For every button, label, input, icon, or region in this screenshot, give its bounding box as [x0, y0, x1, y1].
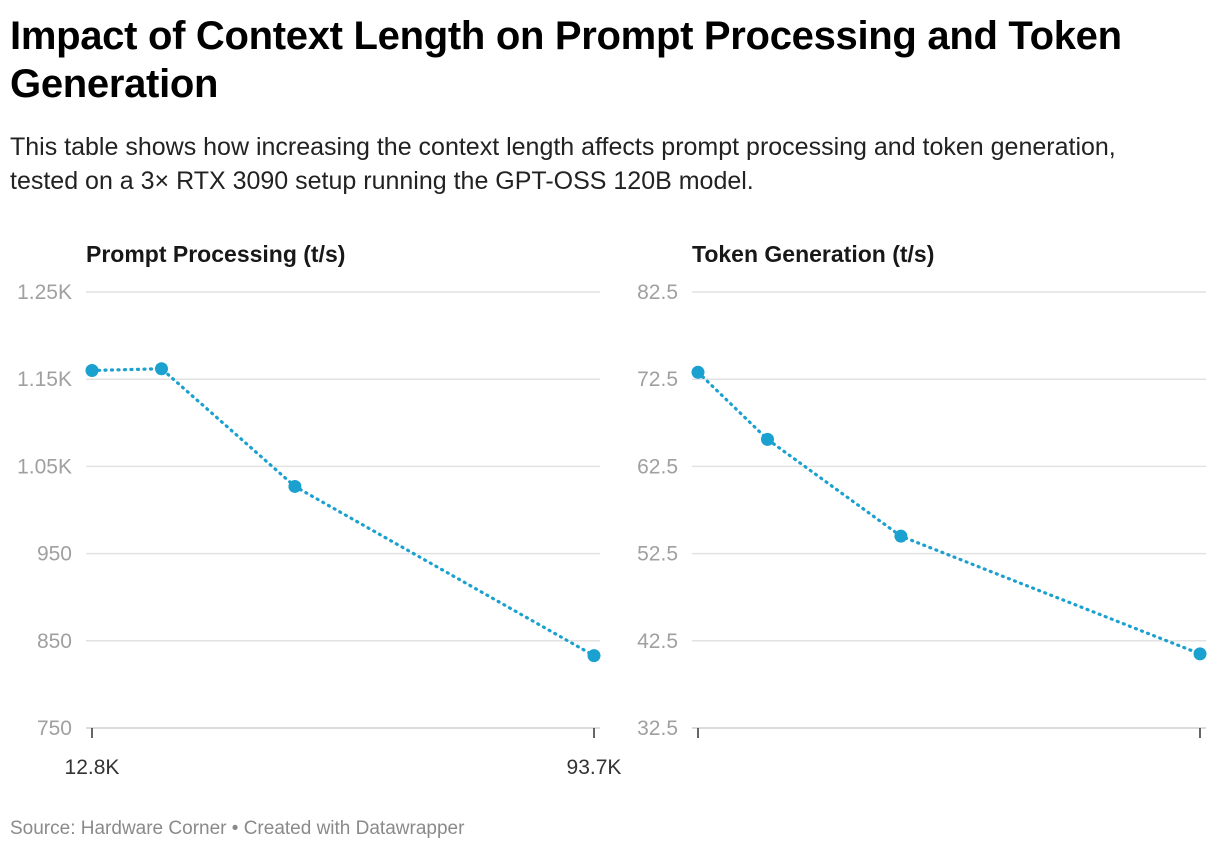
y-tick-label: 1.15K: [17, 368, 72, 391]
y-tick-label: 82.5: [637, 281, 678, 304]
y-tick-label: 950: [37, 543, 72, 566]
prompt-processing-chart: Prompt Processing (t/s) 750 850 950 1.05K 1.1…: [0, 230, 621, 795]
source-text: Source: Hardware Corner: [10, 818, 227, 839]
token-generation-svg: Token Generation (t/s) 32.5 42.5 52.5 62.5 72…: [637, 241, 1207, 740]
footer-separator: •: [226, 818, 244, 839]
y-tick-label: 750: [37, 717, 72, 740]
credit-link[interactable]: Created with Datawrapper: [243, 818, 465, 839]
data-point: [894, 529, 908, 543]
footer: Source: Hardware Corner • Created with D…: [10, 818, 464, 840]
data-point: [154, 362, 168, 376]
y-tick-label: 1.05K: [17, 455, 72, 478]
y-tick-label: 72.5: [637, 368, 678, 391]
data-point: [85, 363, 99, 377]
series-line: [696, 370, 1202, 656]
data-point: [288, 479, 302, 493]
data-point: [587, 649, 601, 663]
y-tick-label: 62.5: [637, 455, 678, 478]
x-tick-label: 93.7K: [567, 756, 622, 779]
chart-title: Prompt Processing (t/s): [86, 241, 345, 267]
y-tick-label: 52.5: [637, 543, 678, 566]
page-title: Impact of Context Length on Prompt Proce…: [10, 14, 1122, 106]
prompt-processing-svg: Prompt Processing (t/s) 750 850 950 1.05K 1.1…: [17, 241, 621, 779]
chart-title: Token Generation (t/s): [692, 241, 934, 267]
y-tick-label: 1.25K: [17, 281, 72, 304]
chart-description: This table shows how increasing the cont…: [10, 133, 1116, 195]
x-tick-label: 12.8K: [65, 756, 120, 779]
series-line: [90, 367, 596, 658]
data-point: [1193, 647, 1207, 661]
token-generation-chart: Token Generation (t/s) 32.5 42.5 52.5 62.5 72…: [606, 230, 1216, 795]
y-tick-label: 850: [37, 630, 72, 653]
y-tick-label: 32.5: [637, 717, 678, 740]
data-point: [760, 432, 774, 446]
y-tick-label: 42.5: [637, 630, 678, 653]
data-point: [691, 365, 705, 379]
